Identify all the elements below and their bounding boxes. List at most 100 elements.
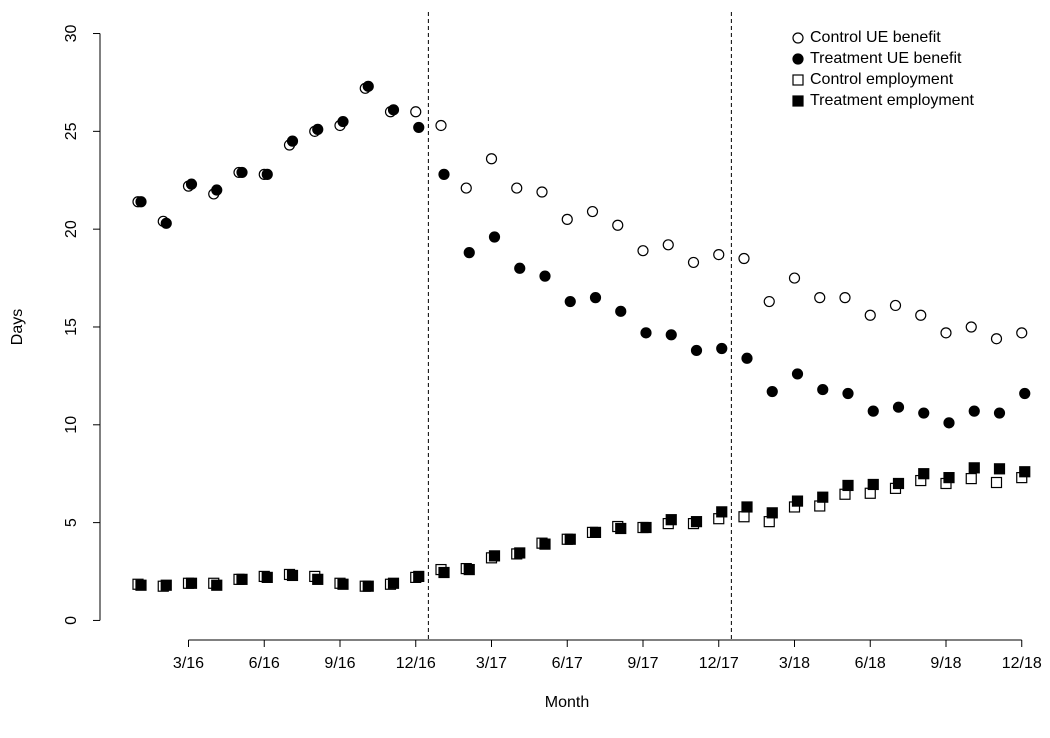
point	[211, 579, 223, 591]
point	[413, 121, 425, 134]
point	[766, 507, 778, 519]
point	[918, 407, 930, 419]
point	[413, 570, 425, 583]
point	[488, 231, 501, 243]
point	[185, 178, 198, 190]
x-tick-label: 6/17	[552, 655, 583, 672]
point	[892, 477, 905, 490]
point	[640, 327, 652, 339]
x-tick-label: 3/17	[476, 655, 507, 672]
point	[741, 352, 753, 364]
point	[539, 538, 551, 550]
point	[738, 252, 750, 265]
x-tick-label: 12/17	[699, 655, 739, 672]
point	[135, 196, 147, 208]
point	[236, 166, 248, 179]
point	[842, 479, 854, 492]
x-tick-label: 9/17	[627, 655, 658, 672]
point	[438, 168, 450, 180]
x-tick-label: 3/18	[779, 655, 810, 672]
y-tick-label: 20	[63, 220, 80, 238]
point	[1019, 466, 1031, 478]
point	[889, 299, 902, 312]
y-tick-label: 10	[63, 416, 80, 434]
point	[817, 383, 829, 396]
point	[915, 309, 927, 321]
point	[867, 405, 879, 417]
point	[387, 104, 400, 116]
point	[564, 533, 576, 545]
point	[741, 501, 753, 513]
point	[990, 333, 1003, 345]
point	[536, 186, 548, 198]
point	[968, 462, 980, 474]
point	[943, 417, 955, 429]
point	[738, 511, 750, 523]
y-axis-label: Days	[9, 309, 26, 345]
point	[788, 272, 801, 284]
point	[362, 80, 374, 92]
point	[665, 329, 677, 341]
point	[839, 292, 851, 304]
point	[539, 270, 551, 282]
point	[612, 219, 624, 231]
point	[637, 245, 649, 257]
point	[918, 468, 930, 480]
point	[814, 292, 826, 304]
x-tick-label: 3/16	[173, 655, 204, 672]
point	[589, 526, 602, 538]
point	[965, 321, 977, 333]
point	[312, 573, 324, 585]
point	[842, 387, 854, 400]
y-tick-label: 30	[63, 25, 80, 43]
point	[185, 577, 198, 589]
point	[460, 182, 472, 194]
x-tick-label: 12/18	[1002, 655, 1042, 672]
point	[160, 217, 172, 229]
x-axis-label: Month	[545, 694, 589, 711]
point	[362, 580, 374, 592]
legend-marker	[792, 95, 804, 107]
x-tick-label: 6/16	[249, 655, 280, 672]
point	[716, 342, 728, 355]
point	[312, 123, 324, 135]
point	[564, 295, 576, 308]
y-tick-label: 15	[63, 318, 80, 336]
point	[615, 305, 627, 317]
point	[665, 514, 677, 526]
y-tick-label: 5	[63, 518, 80, 527]
point	[864, 309, 876, 321]
point	[690, 516, 703, 528]
point	[261, 571, 273, 583]
point	[993, 407, 1006, 419]
point	[236, 573, 248, 585]
y-tick-label: 0	[63, 616, 80, 625]
point	[640, 521, 652, 534]
x-tick-label: 12/16	[396, 655, 436, 672]
point	[1016, 327, 1028, 339]
x-tick-label: 9/18	[930, 655, 961, 672]
point	[286, 135, 299, 147]
point	[817, 491, 829, 503]
x-tick-label: 9/16	[324, 655, 355, 672]
point	[160, 579, 172, 591]
legend-label: Treatment UE benefit	[810, 50, 962, 67]
point	[965, 472, 977, 485]
point	[589, 292, 602, 304]
point	[488, 550, 501, 562]
legend-marker	[792, 32, 804, 44]
point	[135, 579, 147, 591]
legend-label: Control UE benefit	[810, 29, 941, 46]
point	[586, 205, 599, 218]
point	[892, 401, 905, 413]
point	[791, 495, 804, 507]
point	[993, 463, 1006, 475]
point	[990, 476, 1003, 489]
point	[943, 472, 955, 484]
legend-label: Treatment employment	[810, 92, 974, 109]
point	[435, 119, 447, 132]
point	[211, 184, 223, 196]
legend-label: Control employment	[810, 71, 954, 88]
point	[410, 106, 422, 118]
